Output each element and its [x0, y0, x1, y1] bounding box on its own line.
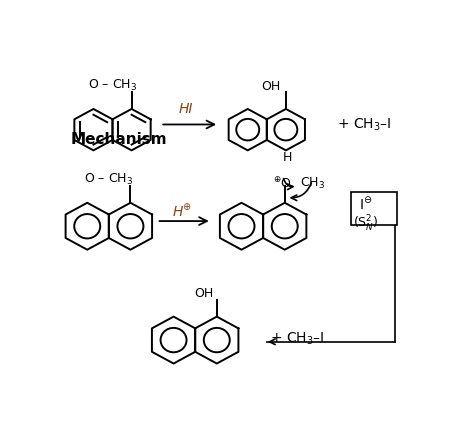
Text: CH$_3$: CH$_3$: [300, 176, 325, 191]
Text: + CH$_3$–I: + CH$_3$–I: [271, 330, 325, 347]
Text: OH: OH: [195, 288, 214, 301]
Text: O – CH$_3$: O – CH$_3$: [84, 172, 133, 186]
Text: + CH$_3$–I: + CH$_3$–I: [337, 116, 391, 133]
Text: I$^{\ominus}$: I$^{\ominus}$: [359, 195, 373, 212]
Text: HI: HI: [179, 102, 193, 116]
Text: Mechanism: Mechanism: [70, 132, 167, 147]
Text: OH: OH: [261, 81, 280, 94]
Text: H: H: [283, 151, 292, 164]
Text: H$^{\oplus}$: H$^{\oplus}$: [173, 202, 192, 219]
Text: $^{\oplus}$O: $^{\oplus}$O: [273, 176, 292, 191]
FancyBboxPatch shape: [351, 192, 397, 224]
Text: O – CH$_3$: O – CH$_3$: [88, 78, 137, 94]
Text: (S$_N^2$): (S$_N^2$): [353, 214, 379, 234]
